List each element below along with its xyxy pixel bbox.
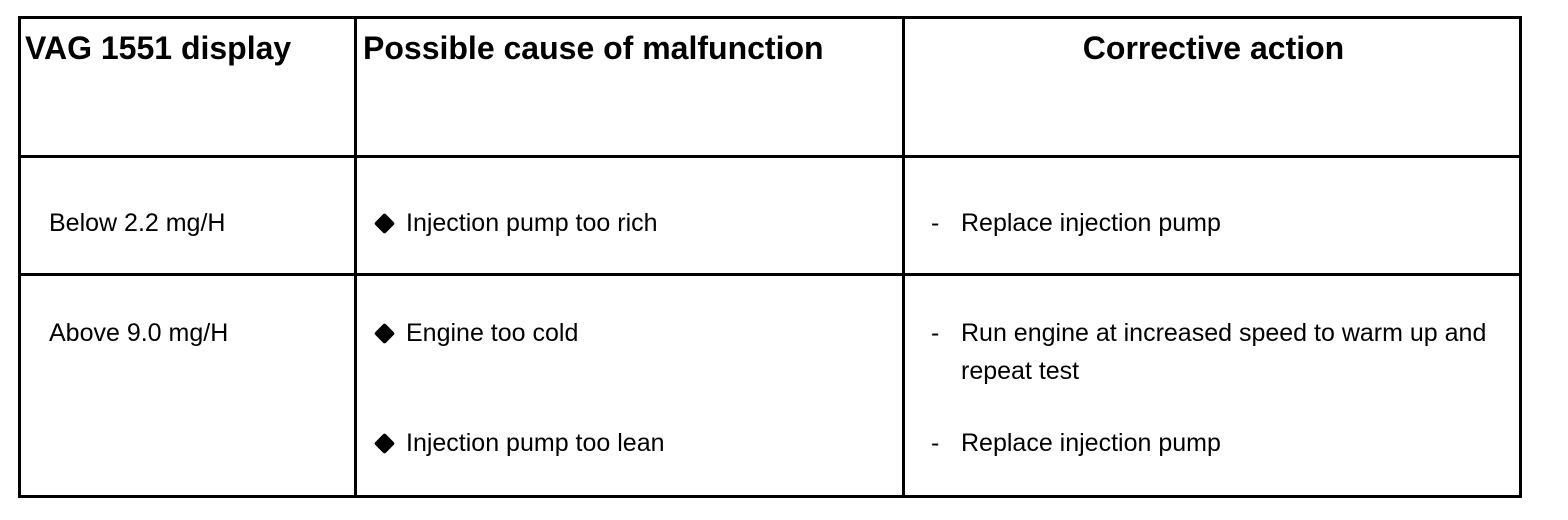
- cause-text: Engine too cold: [406, 319, 579, 347]
- row-2-display: Above 9.0 mg/H: [49, 319, 229, 347]
- cause-text: Injection pump too rich: [406, 209, 658, 237]
- diamond-bullet-icon: [373, 322, 396, 344]
- dash-bullet: -: [931, 209, 940, 237]
- row-2-action-1: - Run engine at increased speed to warm …: [931, 314, 1501, 390]
- cause-text: Injection pump too lean: [406, 429, 665, 457]
- diamond-bullet-icon: [373, 212, 396, 234]
- header-display: VAG 1551 display: [25, 30, 292, 66]
- column-divider: [902, 19, 905, 495]
- header-cause: Possible cause of malfunction: [363, 30, 824, 66]
- dash-bullet: -: [931, 319, 940, 347]
- action-text: Replace injection pump: [961, 429, 1221, 457]
- diamond-bullet-icon: [373, 432, 396, 454]
- row-2-cause-1: Engine too cold: [373, 315, 578, 351]
- action-text: Replace injection pump: [961, 209, 1221, 237]
- row-1-display: Below 2.2 mg/H: [49, 209, 226, 237]
- action-text: Run engine at increased speed to warm up…: [961, 319, 1487, 385]
- dash-bullet: -: [931, 429, 940, 457]
- column-divider: [354, 19, 357, 495]
- row-2-action-2: - Replace injection pump: [931, 424, 1501, 462]
- diagnostic-table: VAG 1551 display Possible cause of malfu…: [18, 16, 1522, 498]
- row-1-action-1: - Replace injection pump: [931, 204, 1501, 242]
- row-2-cause-2: Injection pump too lean: [373, 425, 665, 461]
- row-divider: [21, 155, 1519, 158]
- row-divider: [21, 273, 1519, 276]
- header-action: Corrective action: [1082, 30, 1345, 66]
- row-1-cause-1: Injection pump too rich: [373, 205, 658, 241]
